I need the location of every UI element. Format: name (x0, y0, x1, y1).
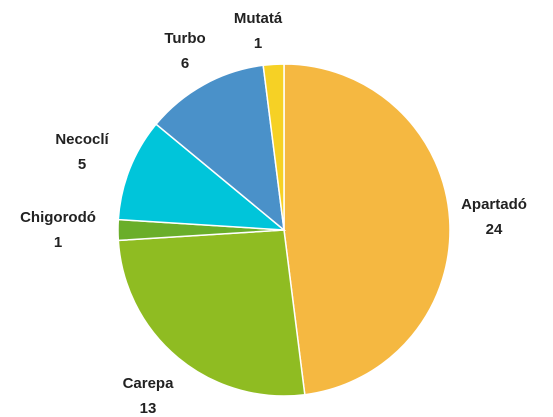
slice-label: Carepa (123, 375, 175, 392)
slice-label: Turbo (164, 30, 205, 47)
slice-value: 1 (254, 35, 262, 52)
slice-label: Mutatá (234, 10, 283, 27)
slice-label: Chigorodó (20, 209, 96, 226)
pie-slice (262, 63, 285, 231)
slice-value: 13 (140, 400, 157, 417)
pie-slice (155, 64, 285, 232)
pie-slice (117, 229, 306, 397)
slice-value: 1 (54, 234, 62, 251)
pie-slice (117, 123, 287, 231)
slice-value: 24 (486, 221, 503, 238)
slice-label: Necoclí (55, 131, 109, 148)
slice-label: Apartadó (461, 196, 527, 213)
slice-value: 5 (78, 156, 86, 173)
pie-slice (283, 63, 451, 396)
slice-value: 6 (181, 55, 189, 72)
